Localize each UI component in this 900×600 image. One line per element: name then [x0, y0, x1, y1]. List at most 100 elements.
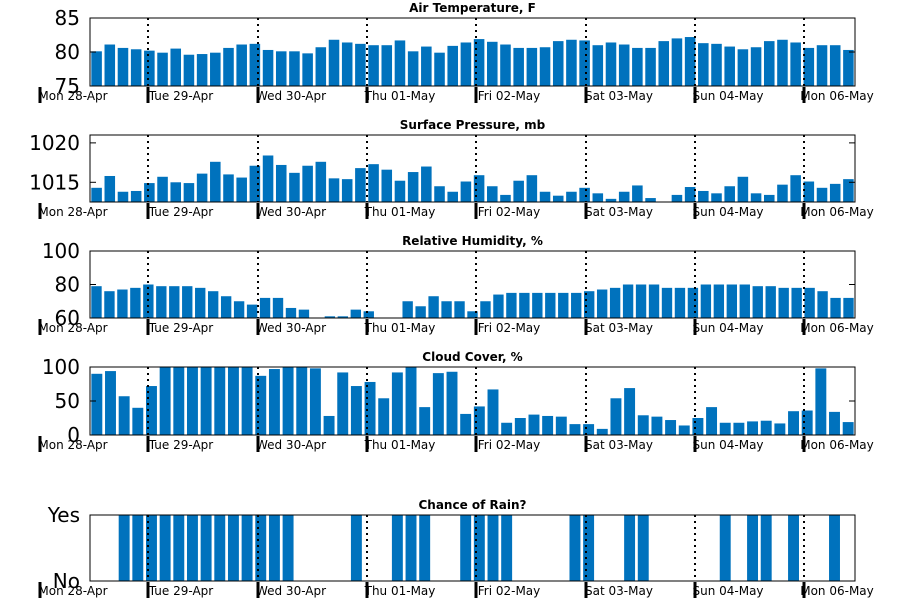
bar — [747, 515, 759, 581]
x-tick-label: Mon 28-Apr — [38, 205, 107, 219]
bar — [236, 44, 247, 86]
bar — [195, 287, 206, 318]
chart-title: Cloud Cover, % — [422, 350, 522, 364]
x-tick-label: Sat 03-May — [585, 89, 653, 103]
bar — [596, 428, 608, 435]
bar — [605, 42, 617, 86]
bar — [726, 284, 738, 318]
bar — [255, 515, 267, 581]
bar — [552, 195, 564, 202]
bar — [661, 287, 673, 318]
bar — [268, 369, 280, 435]
y-tick-label: 75 — [55, 74, 80, 98]
bar — [583, 515, 595, 581]
bar — [407, 51, 419, 86]
bar — [706, 407, 718, 435]
bar — [803, 181, 815, 202]
bar — [480, 301, 491, 318]
bar — [467, 311, 478, 318]
bar — [183, 54, 195, 86]
bar — [118, 515, 130, 581]
bar — [460, 181, 472, 202]
bar — [432, 373, 444, 435]
bar — [487, 186, 498, 202]
x-tick-label: Wed 30-Apr — [256, 89, 326, 103]
bar — [323, 415, 335, 435]
bar — [146, 515, 157, 581]
bar — [624, 388, 636, 435]
x-tick-label: Fri 02-May — [478, 89, 541, 103]
bar — [341, 42, 353, 86]
y-tick-label: Yes — [47, 503, 80, 527]
bar — [566, 39, 577, 86]
bar — [610, 398, 622, 435]
bar — [569, 515, 581, 581]
bar — [91, 187, 102, 202]
bar — [542, 415, 554, 435]
bar — [739, 284, 750, 318]
bar — [105, 371, 116, 435]
bar — [790, 175, 801, 202]
bar — [391, 515, 403, 581]
bar — [596, 289, 608, 318]
bar — [671, 194, 683, 202]
x-tick-label: Mon 28-Apr — [38, 584, 107, 598]
x-tick-label: Wed 30-Apr — [256, 438, 326, 452]
x-tick-label: Wed 30-Apr — [256, 584, 326, 598]
bar — [394, 180, 406, 202]
bar — [579, 187, 590, 202]
bar — [584, 291, 595, 318]
bar — [526, 47, 538, 86]
bar — [117, 47, 129, 86]
x-tick-label: Thu 01-May — [364, 89, 436, 103]
bar — [296, 367, 308, 435]
x-tick-label: Sun 04-May — [692, 438, 763, 452]
y-tick-label: No — [53, 569, 80, 593]
bar — [309, 368, 321, 435]
bar — [724, 186, 735, 202]
bar — [402, 301, 413, 318]
bar — [829, 515, 840, 581]
bar — [678, 425, 690, 435]
bar — [460, 515, 472, 581]
x-tick-label: Mon 06-May — [800, 89, 874, 103]
bar — [513, 47, 524, 86]
bar — [760, 515, 772, 581]
bar — [415, 306, 426, 318]
bar — [419, 515, 431, 581]
bar — [750, 193, 762, 202]
bar — [571, 292, 582, 319]
bar — [790, 42, 801, 86]
bar — [801, 410, 813, 435]
x-tick-label: Tue 29-Apr — [148, 205, 213, 219]
bar — [733, 422, 745, 435]
bar — [214, 515, 226, 581]
bar — [777, 184, 788, 202]
x-tick-label: Wed 30-Apr — [256, 205, 326, 219]
y-tick-label: 50 — [55, 389, 80, 413]
bar — [233, 301, 245, 318]
bar — [241, 515, 253, 581]
plot-frame — [89, 134, 856, 203]
bar — [117, 191, 129, 202]
x-tick-label: Thu 01-May — [364, 584, 436, 598]
bar — [391, 372, 403, 435]
bar — [368, 164, 379, 202]
bar — [210, 52, 221, 86]
bar — [473, 175, 485, 202]
bar — [289, 51, 300, 86]
bar — [500, 44, 511, 86]
bar — [829, 183, 841, 202]
bar — [104, 291, 115, 318]
y-tick-label: 1020 — [29, 131, 80, 155]
bar — [539, 47, 551, 86]
x-tick-label: Wed 30-Apr — [256, 321, 326, 335]
bar — [156, 286, 167, 318]
chart-panel-2: Surface Pressure, mb 1015 1020 Mon 28-Apr Tu… — [29, 118, 874, 219]
bar — [487, 389, 499, 435]
bar — [428, 296, 439, 318]
x-tick-label: Mon 06-May — [800, 584, 874, 598]
bar — [143, 284, 154, 318]
bar — [259, 297, 271, 318]
